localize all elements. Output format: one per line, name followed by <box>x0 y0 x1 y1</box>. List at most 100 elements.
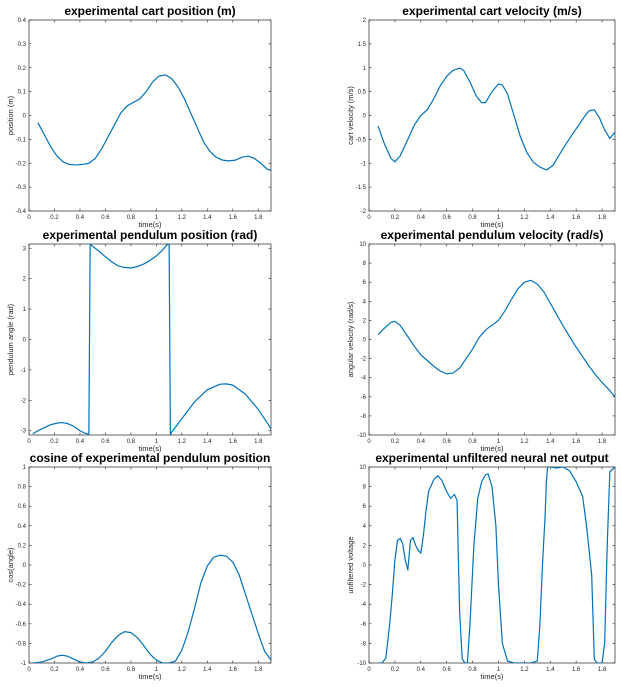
x-tick-label: 0.6 <box>443 215 452 221</box>
x-tick-label: 0.4 <box>417 667 426 673</box>
x-tick-label: 1.2 <box>520 439 529 445</box>
y-tick-label: 2 <box>363 18 367 24</box>
y-tick-label: -1 <box>21 368 27 374</box>
y-tick-label: 0 <box>363 338 367 344</box>
y-tick-label: -0.5 <box>356 137 367 143</box>
x-tick-label: 1.4 <box>546 215 555 221</box>
y-tick-label: -0.2 <box>16 583 27 589</box>
chart-title: cosine of experimental pendulum position <box>30 451 271 465</box>
x-tick-label: 1.8 <box>598 215 607 221</box>
plot-area <box>28 19 272 212</box>
plot-area <box>368 466 616 664</box>
chart-panel-cart-velocity: experimental cart velocity (m/s) 0 0.2 0.4 0… <box>346 4 616 229</box>
x-tick-label: 0.2 <box>391 667 400 673</box>
plot-area <box>28 243 272 436</box>
x-tick-label: 0 <box>367 439 371 445</box>
x-tick-label: 1.6 <box>229 215 238 221</box>
y-axis-label: unfiltered voltage <box>346 536 355 593</box>
y-tick-label: 0.3 <box>18 42 27 48</box>
chart-panel-neural-net-output: experimental unfiltered neural net outpu… <box>346 451 616 681</box>
series-line <box>377 67 615 171</box>
y-tick-label: 8 <box>363 485 367 491</box>
y-tick-label: -6 <box>361 622 367 628</box>
x-tick-label: 1.6 <box>229 439 238 445</box>
chart-title: experimental unfiltered neural net outpu… <box>375 451 608 465</box>
x-tick-label: 0.2 <box>50 667 59 673</box>
plot-area <box>368 19 616 212</box>
x-tick-label: 1 <box>155 215 159 221</box>
plot-area <box>368 243 616 436</box>
x-axis-label: time(s) <box>481 672 504 681</box>
x-tick-label: 1.6 <box>572 215 581 221</box>
x-tick-label: 1.4 <box>203 667 212 673</box>
y-tick-label: 0.2 <box>18 543 27 549</box>
y-tick-label: 0.4 <box>18 524 27 530</box>
x-tick-label: 0.4 <box>76 215 85 221</box>
y-tick-label: -10 <box>357 433 366 439</box>
y-tick-label: 0.1 <box>18 90 27 96</box>
y-tick-label: -0.8 <box>16 641 27 647</box>
x-tick-label: 0.4 <box>417 215 426 221</box>
y-tick-label: 3 <box>23 246 27 252</box>
y-tick-label: -0.4 <box>16 602 27 608</box>
chart-title: experimental cart position (m) <box>64 4 235 18</box>
x-tick-label: 1 <box>155 439 159 445</box>
y-tick-label: 0.5 <box>358 90 367 96</box>
y-tick-label: 0.6 <box>18 504 27 510</box>
x-tick-label: 1.6 <box>572 667 581 673</box>
y-tick-label: 0.2 <box>18 66 27 72</box>
x-tick-label: 0 <box>27 667 31 673</box>
y-tick-label: -0.3 <box>16 185 27 191</box>
y-tick-label: -0.6 <box>16 622 27 628</box>
x-tick-label: 1 <box>497 667 501 673</box>
y-tick-label: -2 <box>21 398 27 404</box>
y-tick-label: -1 <box>21 661 27 667</box>
series-line <box>37 74 271 171</box>
y-axis-label: pendulum angle (rad) <box>6 303 15 375</box>
x-tick-label: 1.2 <box>178 667 187 673</box>
y-tick-label: -0.1 <box>16 137 27 143</box>
chart-title: experimental pendulum velocity (rad/s) <box>381 228 604 242</box>
x-tick-label: 1.4 <box>546 667 555 673</box>
x-tick-label: 0.2 <box>50 215 59 221</box>
y-tick-label: -10 <box>357 661 366 667</box>
y-tick-label: 6 <box>363 504 367 510</box>
x-tick-label: 1 <box>155 667 159 673</box>
x-tick-label: 0.2 <box>391 439 400 445</box>
x-tick-label: 1.8 <box>254 215 263 221</box>
y-tick-label: 0 <box>363 563 367 569</box>
y-tick-label: 8 <box>363 261 367 267</box>
x-tick-label: 0.4 <box>76 667 85 673</box>
y-axis-label: position (m) <box>6 95 15 135</box>
y-tick-label: -0.2 <box>16 161 27 167</box>
x-axis-label: time(s) <box>139 220 162 229</box>
y-tick-label: -3 <box>21 429 27 435</box>
x-tick-label: 1.4 <box>203 439 212 445</box>
x-tick-label: 0.6 <box>101 439 110 445</box>
y-axis-label: cart velocity (m/s) <box>346 86 355 145</box>
series-line <box>32 554 271 663</box>
series-line <box>377 279 615 398</box>
y-axis-label: cos(angle) <box>6 547 15 583</box>
series-line <box>378 467 615 663</box>
y-tick-label: -2 <box>361 209 367 215</box>
x-axis-label: time(s) <box>481 220 504 229</box>
x-tick-label: 1.8 <box>254 667 263 673</box>
y-tick-label: -1 <box>361 161 367 167</box>
x-tick-label: 0.8 <box>127 215 136 221</box>
chart-panel-pendulum-velocity: experimental pendulum velocity (rad/s) 0 0… <box>346 228 616 453</box>
plot-area <box>28 466 272 664</box>
x-axis-label: time(s) <box>481 444 504 453</box>
x-tick-label: 1.8 <box>254 439 263 445</box>
x-tick-label: 1.2 <box>178 439 187 445</box>
x-tick-label: 1 <box>497 439 501 445</box>
x-tick-label: 0.4 <box>76 439 85 445</box>
x-tick-label: 0 <box>27 439 31 445</box>
x-tick-label: 0 <box>367 667 371 673</box>
x-tick-label: 0.2 <box>50 439 59 445</box>
y-tick-label: -0.4 <box>16 209 27 215</box>
chart-panel-cosine-pendulum: cosine of experimental pendulum position… <box>6 451 272 681</box>
x-tick-label: 0.8 <box>127 667 136 673</box>
x-tick-label: 0.8 <box>468 439 477 445</box>
